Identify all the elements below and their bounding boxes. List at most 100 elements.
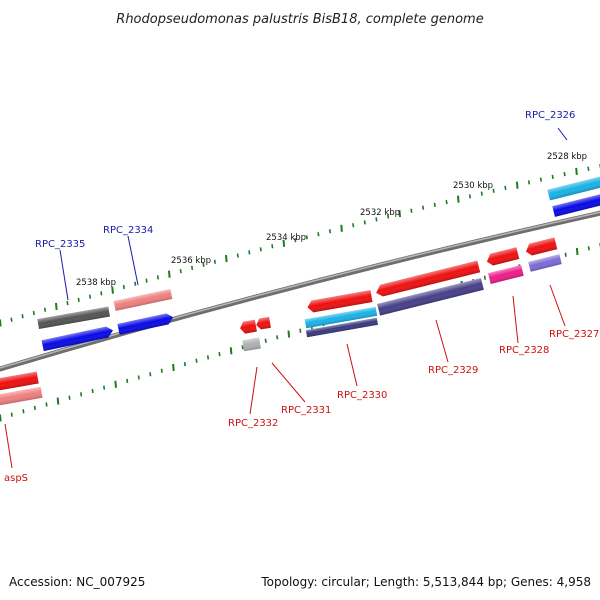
outer-tick (21, 314, 24, 319)
inner-tick (126, 378, 129, 384)
outer-tick (111, 286, 114, 294)
gene-label-rpc-2328[interactable]: RPC_2328 (499, 345, 549, 356)
outer-tick (527, 180, 531, 185)
outer-tick (122, 284, 125, 290)
outer-tick (10, 317, 13, 322)
gene-arrow-rpc-2329-b[interactable] (377, 278, 484, 316)
leader-lines (4, 127, 568, 469)
outer-tick (248, 250, 251, 255)
outer-tick (43, 307, 47, 312)
inner-tick (137, 375, 140, 380)
outer-tick (271, 244, 274, 249)
gene-arrow-rpc-2326-b[interactable] (552, 193, 600, 217)
gene-arrow-rpc-2330[interactable] (306, 290, 373, 313)
inner-tick (45, 402, 48, 407)
gene-arrow-rpc-2326[interactable] (547, 176, 600, 201)
outer-tick (587, 166, 590, 171)
outer-tick (433, 202, 436, 208)
inner-tick (183, 361, 186, 367)
kbp-label-2534: 2534 kbp (266, 233, 306, 243)
gene-label-rpc-2330[interactable]: RPC_2330 (337, 390, 387, 401)
outer-tick (294, 238, 297, 243)
outer-tick (387, 214, 390, 219)
inner-tick (241, 345, 244, 350)
outer-tick (575, 167, 578, 175)
gene-arrow-rpc-2332[interactable] (239, 319, 257, 335)
outer-tick (168, 270, 171, 278)
outer-tick (55, 302, 58, 310)
inner-tick (264, 338, 267, 343)
inner-tick (68, 395, 71, 400)
tick-tracks (0, 164, 600, 422)
gene-arrow-rpc-2328[interactable] (485, 247, 520, 266)
inner-tick (287, 330, 291, 338)
gene-arrow-rpc-2327-b[interactable] (528, 254, 562, 272)
outer-tick (422, 205, 425, 210)
outer-tick (515, 181, 519, 189)
outer-tick (398, 210, 401, 218)
outer-tick (563, 171, 566, 177)
outer-tick (88, 294, 92, 299)
outer-tick (77, 297, 80, 303)
gene-arrow-asps-b[interactable] (0, 386, 43, 407)
gene-label-rpc-2329[interactable]: RPC_2329 (428, 365, 478, 376)
genome-backbone (0, 210, 600, 372)
inner-tick (56, 397, 60, 405)
inner-tick (587, 246, 590, 251)
outer-tick (551, 174, 554, 180)
gene-arrow-rpc-2330-c[interactable] (305, 317, 378, 338)
gene-arrow-rpc-2332-b[interactable] (242, 337, 261, 352)
inner-tick (0, 414, 2, 422)
outer-tick (213, 259, 216, 264)
gene-label-rpc-2331[interactable]: RPC_2331 (281, 405, 331, 416)
gene-label-asps[interactable]: aspS (4, 473, 28, 484)
outer-tick (317, 232, 320, 237)
gene-arrow-rpc-2331[interactable] (255, 316, 271, 330)
inner-tick (229, 347, 233, 355)
gene-label-rpc-2327[interactable]: RPC_2327 (549, 329, 599, 340)
gene-arrow-asps[interactable] (0, 371, 39, 392)
gene-label-rpc-2334[interactable]: RPC_2334 (103, 225, 153, 236)
outer-tick (468, 194, 472, 199)
outer-tick (100, 291, 103, 296)
outer-tick (340, 224, 343, 232)
outer-tick (492, 188, 495, 193)
outer-tick (363, 220, 366, 225)
genome-summary-text: Topology: circular; Length: 5,513,844 bp… (260, 575, 591, 589)
inner-tick (575, 247, 579, 256)
inner-tick (80, 392, 83, 397)
outer-tick (539, 177, 542, 182)
inner-tick (218, 351, 221, 357)
gene-arrow-rpc-2335[interactable] (37, 306, 110, 330)
gene-arrow-rpc-2327[interactable] (524, 237, 558, 257)
gene-label-rpc-2326[interactable]: RPC_2326 (525, 110, 575, 121)
gene-arrow-rpc-2335-b[interactable] (41, 325, 115, 352)
inner-tick (114, 380, 117, 388)
gene-arrow-rpc-2329[interactable] (374, 260, 481, 298)
gene-label-rpc-2332[interactable]: RPC_2332 (228, 418, 278, 429)
outer-tick (504, 185, 507, 191)
gene-label-rpc-2335[interactable]: RPC_2335 (35, 239, 85, 250)
inner-tick (22, 409, 25, 414)
outer-tick (328, 229, 332, 234)
gene-arrow-rpc-2328-b[interactable] (488, 265, 524, 284)
gene-arrow-rpc-2330-b[interactable] (304, 306, 378, 329)
inner-tick (299, 328, 302, 333)
outer-tick (134, 281, 137, 286)
inner-tick (206, 355, 210, 360)
kbp-label-2536: 2536 kbp (171, 256, 211, 266)
outer-tick (145, 278, 148, 283)
inner-tick (195, 358, 198, 363)
outer-tick (305, 235, 308, 240)
outer-tick (352, 223, 355, 228)
outer-tick (236, 253, 239, 258)
inner-tick (10, 412, 13, 417)
gene-arrow-rpc-2334-b[interactable] (117, 312, 174, 335)
kbp-label-2528: 2528 kbp (547, 152, 587, 162)
inner-tick (483, 275, 486, 280)
map-title: Rhodopseudomonas palustris BisB18, compl… (116, 12, 483, 27)
gene-arrow-rpc-2334[interactable] (113, 289, 173, 311)
outer-tick (282, 239, 286, 247)
outer-tick (410, 208, 413, 213)
